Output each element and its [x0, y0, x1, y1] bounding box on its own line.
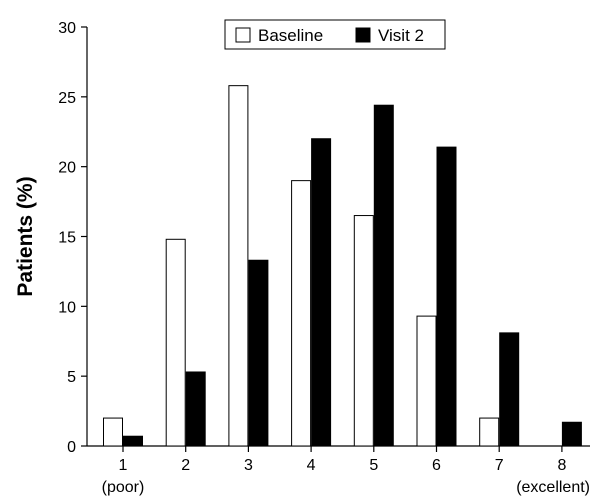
x-tick-sublabel: (poor): [102, 479, 145, 496]
x-tick-label: 2: [181, 457, 190, 474]
legend-swatch-baseline: [235, 27, 251, 43]
y-tick-label: 25: [58, 90, 76, 107]
bar-baseline-1: [103, 417, 123, 447]
x-tick-label: 5: [369, 457, 378, 474]
x-tick-label: 6: [432, 457, 441, 474]
x-tick-label: 4: [307, 457, 316, 474]
x-tick-sublabel: (excellent): [516, 479, 590, 496]
bar-visit-2-6: [436, 146, 457, 447]
bar-visit-2-8: [561, 421, 582, 447]
legend-swatch-visit-2: [355, 27, 371, 43]
bar-visit-2-4: [311, 138, 332, 447]
legend-label-visit-2: Visit 2: [378, 26, 424, 45]
legend-label-baseline: Baseline: [258, 26, 323, 45]
y-tick-label: 15: [58, 230, 76, 247]
bar-visit-2-7: [499, 332, 520, 447]
y-tick-label: 10: [58, 299, 76, 316]
bar-visit-2-3: [248, 259, 269, 447]
bar-visit-2-5: [373, 104, 394, 447]
x-tick-label: 7: [495, 457, 504, 474]
bar-baseline-7: [479, 417, 500, 447]
legend-box: [224, 19, 446, 50]
y-tick-label: 30: [58, 20, 76, 37]
bar-baseline-4: [291, 180, 312, 447]
bar-baseline-5: [353, 215, 374, 447]
x-axis: 1 (poor) 2 3 4 5 6 7 8 (excellent): [87, 445, 590, 496]
bars: [103, 85, 582, 447]
y-tick-label: 5: [67, 369, 76, 386]
y-axis: 0 5 10 15 20 25 30: [58, 20, 88, 456]
x-tick-label: 1: [119, 457, 128, 474]
y-axis-title: Patients (%): [14, 176, 37, 296]
x-tick-label: 3: [244, 457, 253, 474]
y-tick-label: 20: [58, 160, 76, 177]
legend: Baseline Visit 2: [224, 19, 446, 50]
y-tick-label: 0: [67, 439, 76, 456]
bar-baseline-6: [416, 315, 437, 447]
bar-baseline-3: [228, 85, 249, 447]
bar-visit-2-2: [185, 371, 206, 447]
bar-baseline-2: [165, 238, 186, 447]
bar-visit-2-1: [123, 435, 143, 447]
x-tick-label: 8: [557, 457, 566, 474]
